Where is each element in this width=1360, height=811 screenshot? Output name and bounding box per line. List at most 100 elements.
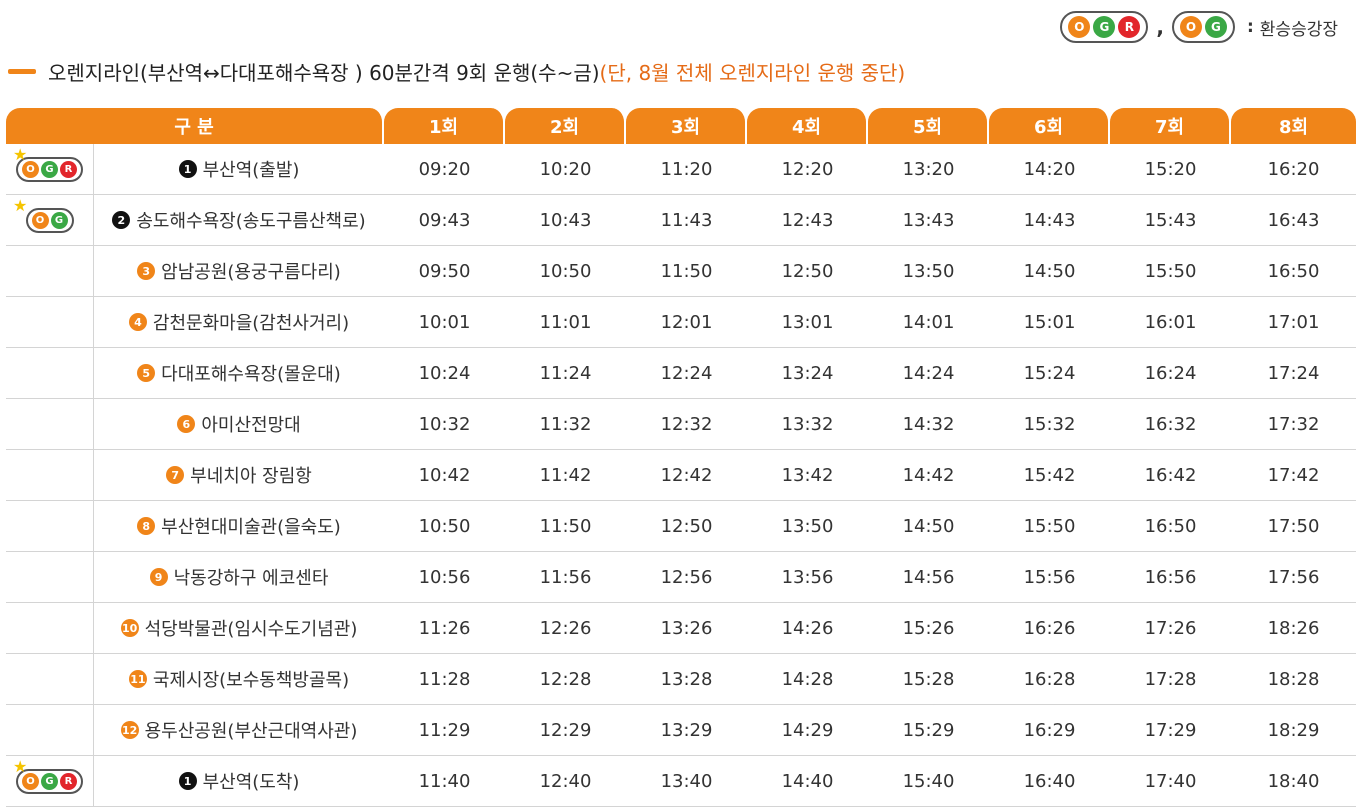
stop-number-icon: 6 xyxy=(177,415,196,433)
time-cell: 15:26 xyxy=(868,603,990,654)
time-cell: 12:01 xyxy=(626,297,748,348)
time-cell: 10:42 xyxy=(384,450,506,501)
stop-number-icon: 7 xyxy=(166,466,185,484)
stop-number-icon: 5 xyxy=(137,364,156,382)
time-cell: 09:50 xyxy=(384,246,506,297)
time-cell: 17:42 xyxy=(1231,450,1357,501)
time-cell: 14:50 xyxy=(989,246,1111,297)
time-cell: 14:20 xyxy=(989,144,1111,195)
table-row: 4 감천문화마을(감천사거리) 10:01 11:01 12:01 13:01 14:01 1… xyxy=(6,297,1357,348)
stop-cell: 11 국제시장(보수동책방골목) xyxy=(94,654,385,705)
time-cell: 17:50 xyxy=(1231,501,1357,552)
time-cell: 13:28 xyxy=(626,654,748,705)
legend-label: 환승승강장 xyxy=(1259,19,1338,40)
stop-cell: 7 부네치아 장림항 xyxy=(94,450,385,501)
header-trip-7: 7회 xyxy=(1110,108,1232,144)
time-cell: 13:32 xyxy=(747,399,869,450)
legend-separator: , xyxy=(1156,15,1164,39)
stop-number-icon: 12 xyxy=(120,721,139,739)
transfer-badge-cell: ★ O G R xyxy=(6,756,94,807)
time-cell: 10:20 xyxy=(505,144,627,195)
time-cell: 12:32 xyxy=(626,399,748,450)
time-cell: 14:40 xyxy=(747,756,869,807)
header-trip-5: 5회 xyxy=(868,108,990,144)
time-cell: 14:43 xyxy=(989,195,1111,246)
transfer-badge-cell: ★ O G R xyxy=(6,144,94,195)
time-cell: 15:56 xyxy=(989,552,1111,603)
time-cell: 13:24 xyxy=(747,348,869,399)
time-cell: 16:40 xyxy=(989,756,1111,807)
timetable-body: ★ O G R 1 부산역(출발) 09:20 10:20 11:20 12:20 13:20 14:… xyxy=(6,144,1357,807)
table-row: 11 국제시장(보수동책방골목) 11:28 12:28 13:28 14:28 15:28… xyxy=(6,654,1357,705)
time-cell: 18:28 xyxy=(1231,654,1357,705)
stop-number-icon: 4 xyxy=(128,313,147,331)
time-cell: 13:40 xyxy=(626,756,748,807)
time-cell: 12:50 xyxy=(626,501,748,552)
time-cell: 15:50 xyxy=(1110,246,1232,297)
time-cell: 10:43 xyxy=(505,195,627,246)
time-cell: 10:50 xyxy=(505,246,627,297)
stop-cell: 3 암남공원(용궁구름다리) xyxy=(94,246,385,297)
header-trip-2: 2회 xyxy=(505,108,627,144)
time-cell: 17:56 xyxy=(1231,552,1357,603)
stop-name: 용두산공원(부산근대역사관) xyxy=(144,721,358,742)
time-cell: 16:50 xyxy=(1231,246,1357,297)
green-line-icon: G xyxy=(41,773,58,790)
star-icon: ★ xyxy=(13,145,28,164)
time-cell: 13:42 xyxy=(747,450,869,501)
time-cell: 11:26 xyxy=(384,603,506,654)
star-icon: ★ xyxy=(13,757,28,776)
stop-name: 낙동강하구 에코센타 xyxy=(173,568,329,589)
table-row: 9 낙동강하구 에코센타 10:56 11:56 12:56 13:56 14:56 15:5… xyxy=(6,552,1357,603)
time-cell: 12:28 xyxy=(505,654,627,705)
time-cell: 12:43 xyxy=(747,195,869,246)
time-cell: 11:56 xyxy=(505,552,627,603)
stop-cell: 9 낙동강하구 에코센타 xyxy=(94,552,385,603)
stop-cell: 6 아미산전망대 xyxy=(94,399,385,450)
time-cell: 11:28 xyxy=(384,654,506,705)
header-trip-4: 4회 xyxy=(747,108,869,144)
time-cell: 15:43 xyxy=(1110,195,1232,246)
time-cell: 14:24 xyxy=(868,348,990,399)
time-cell: 14:56 xyxy=(868,552,990,603)
header-trip-1: 1회 xyxy=(384,108,506,144)
stop-number-icon: 10 xyxy=(120,619,139,637)
stop-number-icon: 3 xyxy=(137,262,156,280)
stop-cell: 5 다대포해수욕장(몰운대) xyxy=(94,348,385,399)
time-cell: 16:26 xyxy=(989,603,1111,654)
stop-name: 부산역(출발) xyxy=(202,160,300,181)
time-cell: 16:50 xyxy=(1110,501,1232,552)
time-cell: 11:24 xyxy=(505,348,627,399)
time-cell: 13:50 xyxy=(747,501,869,552)
time-cell: 13:26 xyxy=(626,603,748,654)
route-title-main: 오렌지라인(부산역↔다대포해수욕장 ) 60분간격 9회 운행(수~금) xyxy=(48,60,600,85)
time-cell: 18:40 xyxy=(1231,756,1357,807)
time-cell: 11:50 xyxy=(626,246,748,297)
transfer-badge-cell: ★ O G xyxy=(6,195,94,246)
stop-name: 부네치아 장림항 xyxy=(190,466,312,487)
time-cell: 13:43 xyxy=(868,195,990,246)
time-cell: 14:01 xyxy=(868,297,990,348)
stop-name: 감천문화마을(감천사거리) xyxy=(152,313,350,334)
time-cell: 16:56 xyxy=(1110,552,1232,603)
star-icon: ★ xyxy=(13,196,28,215)
stop-cell: 8 부산현대미술관(을숙도) xyxy=(94,501,385,552)
time-cell: 14:28 xyxy=(747,654,869,705)
stop-name: 암남공원(용궁구름다리) xyxy=(161,262,341,283)
table-row: ★ O G R 1 부산역(도착) 11:40 12:40 13:40 14:40 15:40 16:… xyxy=(6,756,1357,807)
time-cell: 14:32 xyxy=(868,399,990,450)
stop-name: 부산현대미술관(을숙도) xyxy=(161,517,341,538)
time-cell: 12:26 xyxy=(505,603,627,654)
time-cell: 17:28 xyxy=(1110,654,1232,705)
time-cell: 11:50 xyxy=(505,501,627,552)
header-trip-8: 8회 xyxy=(1231,108,1357,144)
ogr-badge-icon: O G R xyxy=(1060,11,1149,43)
stop-name: 국제시장(보수동책방골목) xyxy=(152,670,350,691)
time-cell: 12:24 xyxy=(626,348,748,399)
transfer-badge-cell xyxy=(6,603,94,654)
time-cell: 16:43 xyxy=(1231,195,1357,246)
time-cell: 17:26 xyxy=(1110,603,1232,654)
